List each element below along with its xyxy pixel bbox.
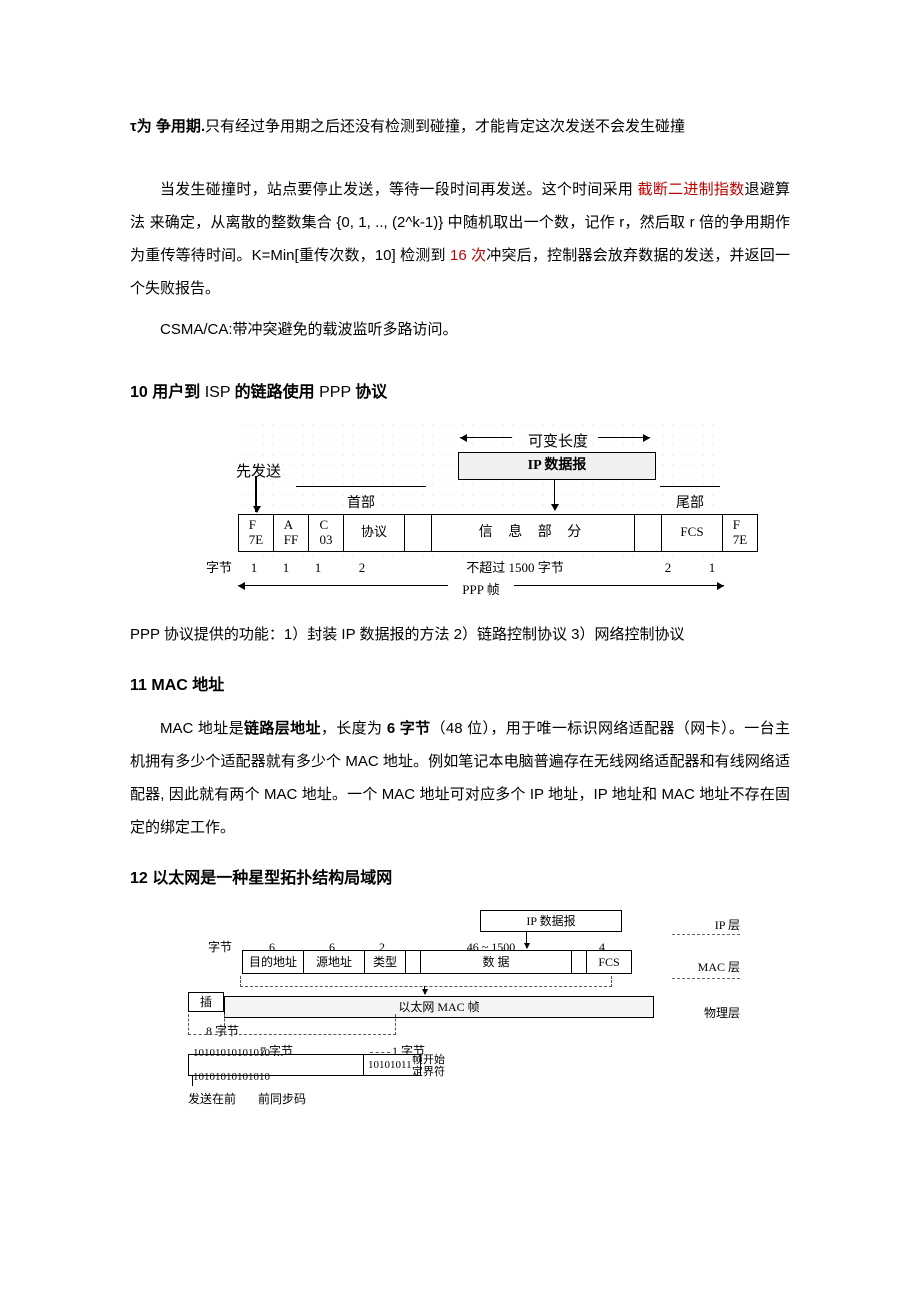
mac-d: 6 字节 — [387, 720, 431, 737]
figure-ppp-frame: 可变长度 IP 数据报 先发送 首部 尾部 F 7E A FF C 03 协议 … — [200, 420, 720, 600]
eth-gap2 — [572, 951, 587, 973]
backoff-red1: 截断二进制指数 — [638, 181, 745, 198]
mac-brace — [240, 976, 612, 987]
layer-divider-1 — [672, 934, 740, 935]
mac-b: 链路层地址 — [244, 720, 321, 737]
ppp-gap2 — [635, 515, 662, 551]
backoff-red2: 16 次 — [450, 247, 486, 264]
eth-dst: 目的地址 — [243, 951, 304, 973]
heading-12-ethernet: 12 以太网是一种星型拓扑结构局域网 — [130, 866, 790, 892]
heading-10-ppp: 10 用户到 ISP 的链路使用 PPP 协议 — [130, 380, 790, 406]
arrow-right-icon — [598, 437, 650, 438]
preamble-label: 前同步码 — [258, 1086, 306, 1112]
paragraph-csma-ca: CSMA/CA:带冲突避免的载波监听多路访问。 — [130, 313, 790, 346]
extent-arrow-right-icon — [514, 585, 724, 586]
ppp-protocol: 协议 — [344, 515, 405, 551]
spacer — [130, 151, 790, 173]
paragraph-contention: τ为 争用期.只有经过争用期之后还没有检测到碰撞，才能肯定这次发送不会发生碰撞 — [130, 110, 790, 143]
sfd-label: 帧开始 定界符 — [412, 1054, 452, 1078]
h10-ppp: PPP — [315, 384, 356, 401]
byte-label: 字节 — [200, 554, 238, 583]
ppp-fcs: FCS — [662, 515, 723, 551]
eth-byte-label: 字节 — [208, 934, 232, 960]
layer-divider-2 — [672, 978, 740, 979]
ppp-flag2: F 7E — [723, 515, 757, 551]
send-first-label: 先发送 — [236, 456, 281, 489]
ppp-top: 可变长度 — [200, 426, 720, 448]
ppp-frame-label: PPP 帧 — [462, 582, 499, 597]
h10-isp: ISP — [200, 384, 234, 401]
figure-ethernet-frame: IP 数据报 IP 层 MAC 层 物理层 字节 6 6 2 46 ~ 1500… — [180, 906, 740, 1116]
ppp-info: 信 息 部 分 — [432, 515, 635, 551]
eth-data: 数 据 — [421, 951, 572, 973]
extent-arrow-left-icon — [238, 585, 448, 586]
mac-down-arrow-icon — [424, 986, 425, 994]
layer-mac-label: MAC 层 — [698, 954, 740, 980]
ppp-address: A FF — [274, 515, 309, 551]
eth-bit-row: 10101010101010 … 10101010101010 10101011 — [188, 1054, 421, 1076]
eth-fcs: FCS — [587, 951, 631, 973]
h10-b: 用户到 — [152, 384, 200, 401]
brace-8bytes — [188, 1014, 223, 1035]
ppp-gap1 — [405, 515, 432, 551]
paragraph-mac: MAC 地址是链路层地址，长度为 6 字节（48 位），用于唯一标识网络适配器（… — [130, 712, 790, 844]
h10-f: 协议 — [355, 384, 387, 401]
heading-11-mac: 11 MAC 地址 — [130, 673, 790, 699]
h10-num: 10 — [130, 384, 152, 401]
ip-datagram-box: IP 数据报 — [458, 452, 656, 480]
eth-gap1 — [406, 951, 421, 973]
mac-c: ，长度为 — [321, 720, 387, 737]
tau-rest: 只有经过争用期之后还没有检测到碰撞，才能肯定这次发送不会发生碰撞 — [205, 118, 685, 135]
eth-insert-box: 插 — [188, 992, 224, 1012]
ip-down-arrow-icon — [554, 480, 555, 510]
eth-mac-fields: 目的地址 源地址 类型 数 据 FCS — [242, 950, 632, 974]
layer-phy-label: 物理层 — [704, 1000, 740, 1026]
mac-a: MAC 地址是 — [160, 720, 244, 737]
ppp-frame-extent: PPP 帧 — [238, 576, 724, 605]
ppp-fields-row: F 7E A FF C 03 协议 信 息 部 分 FCS F 7E — [238, 514, 758, 552]
send-first-label-eth: 发送在前 — [188, 1086, 236, 1112]
mac-e: （48 位），用于唯一标识网络适配器（网卡）。一台主机拥有多少个适配器就有多少个… — [130, 720, 790, 836]
paragraph-ppp-functions: PPP 协议提供的功能：1）封装 IP 数据报的方法 2）链路控制协议 3）网络… — [130, 618, 790, 651]
eth-ip-down-arrow-icon — [526, 932, 527, 948]
ppp-control: C 03 — [309, 515, 344, 551]
paragraph-backoff: 当发生碰撞时，站点要停止发送，等待一段时间再发送。这个时间采用 截断二进制指数退… — [130, 173, 790, 305]
brace-preamble — [224, 1014, 396, 1035]
send-first-tick — [192, 1076, 193, 1086]
h10-d: 的链路使用 — [235, 384, 315, 401]
backoff-a: 当发生碰撞时，站点要停止发送，等待一段时间再发送。这个时间采用 — [160, 181, 638, 198]
document-page: τ为 争用期.只有经过争用期之后还没有检测到碰撞，才能肯定这次发送不会发生碰撞 … — [0, 0, 920, 1302]
preamble-bits: 10101010101010 … 10101010101010 — [189, 1055, 364, 1075]
tau-term: τ为 争用期. — [130, 118, 205, 135]
eth-ip-box: IP 数据报 — [480, 910, 622, 932]
eth-src: 源地址 — [304, 951, 365, 973]
ppp-flag1: F 7E — [239, 515, 274, 551]
down-arrow-icon — [255, 476, 257, 512]
eth-type: 类型 — [365, 951, 406, 973]
